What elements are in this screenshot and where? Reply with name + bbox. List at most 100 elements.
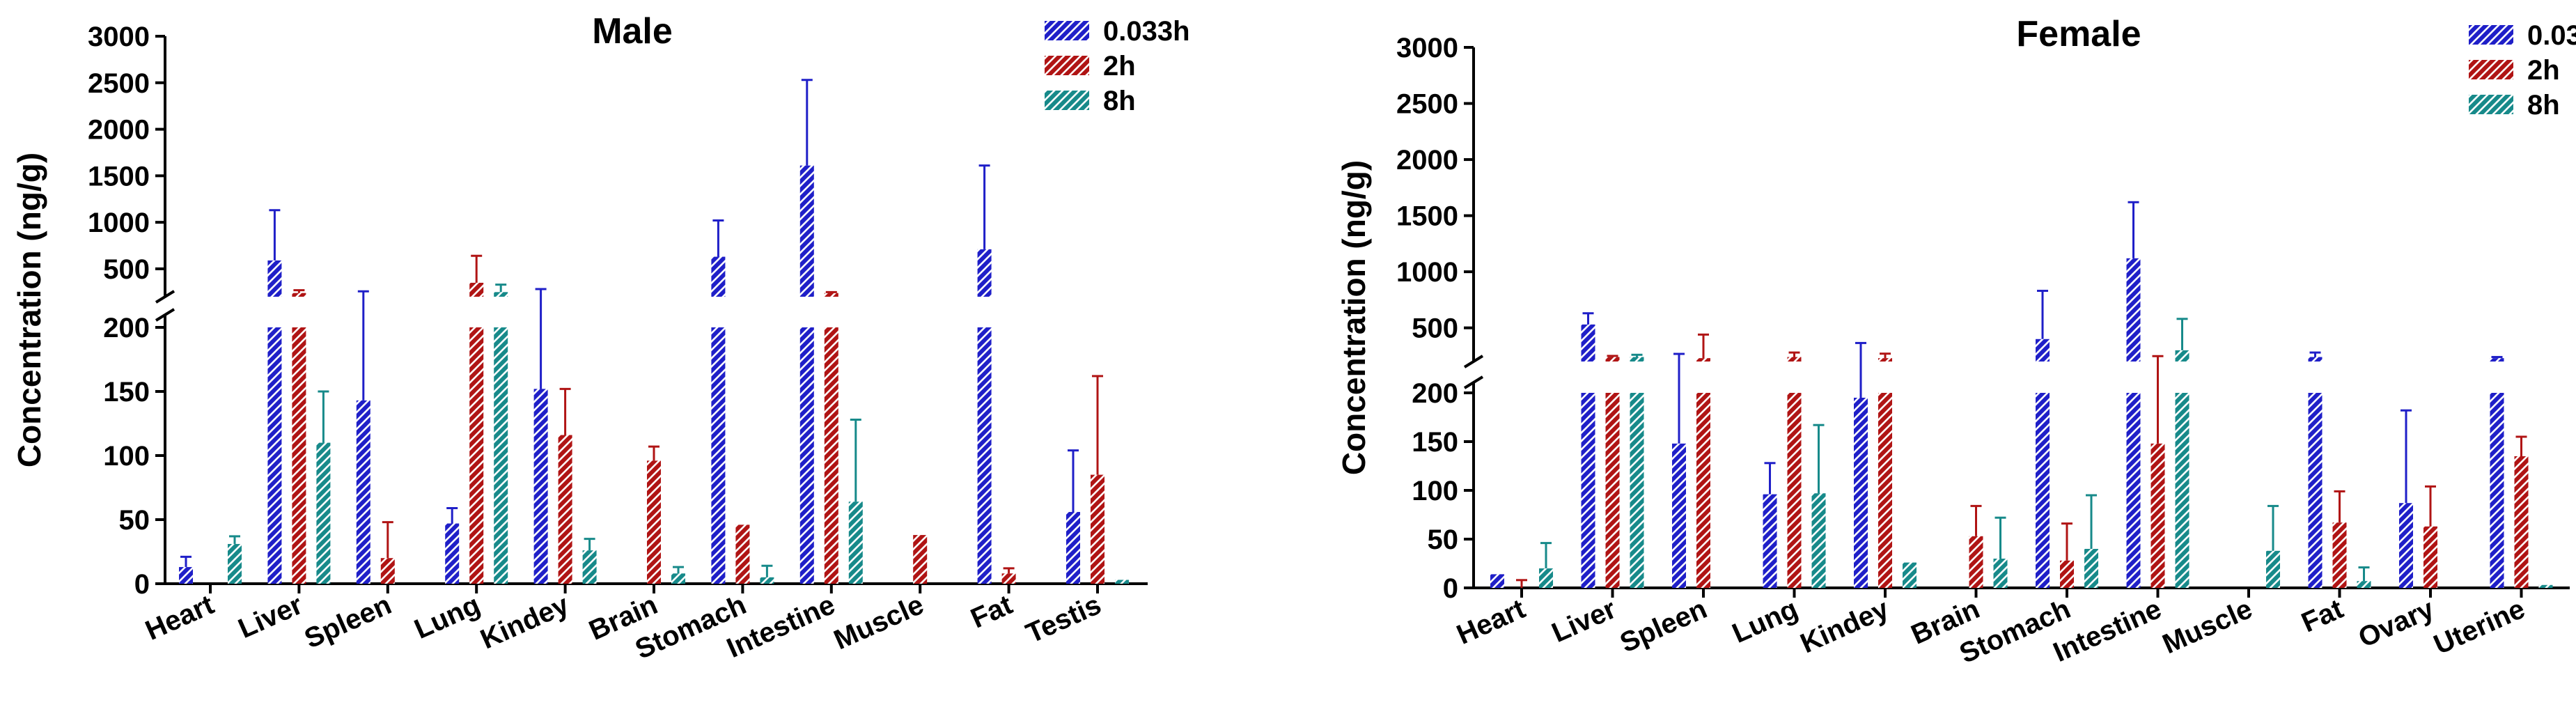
category-group: Brain xyxy=(584,445,685,646)
y-axis-label: Concentration (ng/g) xyxy=(11,153,47,467)
y-tick-label: 1000 xyxy=(88,208,150,238)
y-tick-label: 50 xyxy=(1428,525,1459,555)
y-tick-label: 1500 xyxy=(1396,201,1458,232)
legend-label: 0.033h xyxy=(2527,20,2576,51)
bar xyxy=(848,502,863,584)
bar-upper xyxy=(1787,357,1802,362)
bar xyxy=(1490,574,1504,588)
bar xyxy=(824,327,838,584)
y-tick-label: 1000 xyxy=(1396,257,1458,288)
bar xyxy=(2490,393,2504,588)
legend-swatch xyxy=(1045,56,1089,75)
x-tick-label: Fat xyxy=(2297,593,2348,639)
bar xyxy=(356,400,370,584)
bar xyxy=(267,327,282,584)
x-tick-label: Spleen xyxy=(1616,593,1712,659)
legend-swatch xyxy=(2469,95,2513,114)
legend-swatch xyxy=(2469,60,2513,79)
bar-upper xyxy=(292,293,306,297)
legend-label: 8h xyxy=(1103,86,1136,116)
chart-panel-female: 0 50 100 150 200 500 1000 1500 2000 2500 3000 Conce… xyxy=(1336,14,2576,669)
bar xyxy=(494,327,508,584)
bar xyxy=(1854,398,1868,588)
x-tick-label: Uterine xyxy=(2429,593,2529,660)
bar xyxy=(1001,573,1016,584)
axis-break-mark xyxy=(155,290,175,304)
bar-upper xyxy=(1630,357,1644,362)
y-tick-label: 150 xyxy=(1412,427,1458,458)
axis-break-mark xyxy=(155,308,175,322)
y-tick-label: 200 xyxy=(1412,378,1458,409)
category-group: Lung xyxy=(1728,351,1826,649)
bar-upper xyxy=(711,256,726,297)
bar-upper xyxy=(2126,258,2141,362)
bar-upper xyxy=(2036,339,2050,362)
legend-swatch xyxy=(2469,25,2513,45)
bar xyxy=(2084,549,2098,588)
x-tick-label: Heart xyxy=(141,589,218,646)
bar xyxy=(2308,393,2323,588)
legend-swatch xyxy=(1045,91,1089,110)
bar-upper xyxy=(2490,358,2504,362)
bar xyxy=(380,558,395,584)
bar xyxy=(1630,393,1644,588)
chart-title: Female xyxy=(2016,14,2141,54)
y-tick-label: 150 xyxy=(103,377,150,407)
category-group: Testis xyxy=(1022,375,1129,649)
category-group: Heart xyxy=(1452,542,1553,651)
category-group: Heart xyxy=(141,535,242,646)
bar xyxy=(647,460,661,584)
bar xyxy=(1696,393,1710,588)
category-group: Intestine xyxy=(2049,201,2189,668)
bar xyxy=(292,327,306,584)
bar xyxy=(977,327,992,584)
bar xyxy=(2266,550,2280,588)
bar xyxy=(2060,560,2074,588)
bar xyxy=(1811,493,1826,588)
x-tick-label: Lung xyxy=(410,589,485,645)
bar xyxy=(1672,443,1686,588)
bar xyxy=(735,525,750,584)
legend-label: 0.033h xyxy=(1103,16,1190,47)
bar-upper xyxy=(494,292,508,297)
bar-upper xyxy=(1581,324,1595,362)
category-group: Fat xyxy=(967,164,1017,635)
bar xyxy=(2175,393,2189,588)
y-tick-label: 0 xyxy=(134,569,150,600)
category-group: Ovary xyxy=(2354,409,2439,653)
y-tick-label: 2000 xyxy=(88,115,150,146)
bar xyxy=(2423,526,2437,588)
y-tick-label: 2500 xyxy=(1396,89,1458,120)
bar-upper xyxy=(2175,350,2189,362)
bar xyxy=(558,435,572,584)
bar-upper xyxy=(2308,357,2323,362)
bar-upper xyxy=(799,165,814,297)
category-group: Muscle xyxy=(829,535,928,655)
category-group: Lung xyxy=(410,254,508,645)
x-tick-label: Fat xyxy=(967,589,1017,635)
y-tick-label: 100 xyxy=(103,441,150,472)
bar xyxy=(711,327,726,584)
y-tick-label: 1500 xyxy=(88,161,150,192)
y-tick-label: 50 xyxy=(119,505,150,536)
bar-upper xyxy=(469,282,484,297)
bar xyxy=(2399,503,2413,588)
bar xyxy=(1993,559,2008,588)
bar xyxy=(316,442,331,584)
bar xyxy=(1903,562,1917,588)
bar xyxy=(1605,393,1620,588)
bar xyxy=(2126,393,2141,588)
axis-break-mark xyxy=(1463,355,1484,368)
chart-title: Male xyxy=(592,11,673,52)
x-tick-label: Spleen xyxy=(300,589,396,655)
legend-label: 2h xyxy=(2527,55,2560,86)
y-axis-label: Concentration (ng/g) xyxy=(1336,160,1372,475)
legend-label: 8h xyxy=(2527,90,2560,121)
bar xyxy=(1581,393,1595,588)
bar xyxy=(582,550,597,584)
y-tick-label: 3000 xyxy=(1396,33,1458,63)
chart-panel-male: 0 50 100 150 200 500 1000 1500 2000 2500 3000 Conce… xyxy=(11,11,1190,665)
bar xyxy=(1787,393,1802,588)
